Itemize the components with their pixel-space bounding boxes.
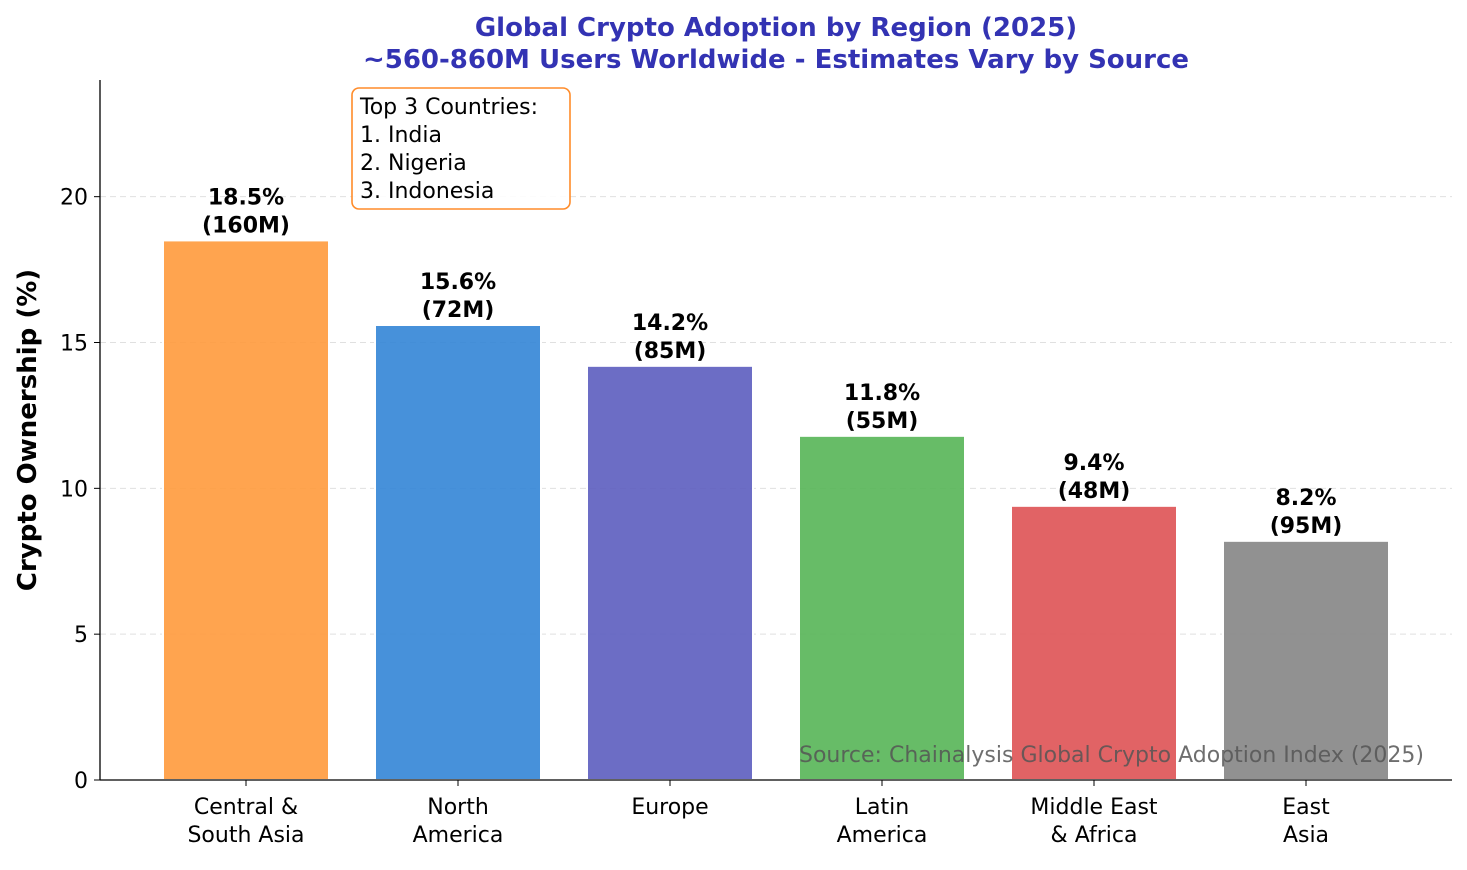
box-item: 2. Nigeria xyxy=(360,151,467,176)
x-ticks: Central & South Asia North America Europe Lat… xyxy=(187,780,1330,848)
x-tick-label: Europe xyxy=(631,795,708,820)
source-note: Source: Chainalysis Global Crypto Adopti… xyxy=(799,743,1424,768)
data-label: (160M) xyxy=(202,213,290,238)
chart-subtitle: ~560-860M Users Worldwide - Estimates Va… xyxy=(363,45,1189,75)
box-item: 3. Indonesia xyxy=(360,179,494,204)
x-tick-label: America xyxy=(837,823,928,848)
x-tick-label: Central & xyxy=(194,795,298,820)
x-tick-label: America xyxy=(413,823,504,848)
data-label: (85M) xyxy=(634,339,707,364)
data-label: (48M) xyxy=(1058,479,1131,504)
x-tick-label: Middle East xyxy=(1030,795,1158,820)
data-label: 18.5% xyxy=(208,185,284,210)
y-tick-label: 0 xyxy=(74,769,88,794)
x-tick-label: Asia xyxy=(1283,823,1329,848)
y-ticks: 0 5 10 15 20 xyxy=(60,186,100,794)
top-countries-box: Top 3 Countries: 1. India 2. Nigeria 3. … xyxy=(351,87,571,210)
bar xyxy=(1010,504,1178,781)
bar xyxy=(162,239,330,781)
y-tick-label: 15 xyxy=(60,332,88,357)
chart-title: Global Crypto Adoption by Region (2025) xyxy=(475,13,1077,43)
data-label: 9.4% xyxy=(1063,451,1124,476)
x-tick-label: South Asia xyxy=(187,823,304,848)
y-tick-label: 5 xyxy=(74,623,88,648)
x-tick-label: Latin xyxy=(855,795,909,820)
x-tick-label: East xyxy=(1282,795,1330,820)
y-tick-label: 20 xyxy=(60,186,88,211)
y-tick-label: 10 xyxy=(60,477,88,502)
data-label: 11.8% xyxy=(844,381,920,406)
bar xyxy=(586,364,754,781)
data-label: 8.2% xyxy=(1275,486,1336,511)
y-axis-label: Crypto Ownership (%) xyxy=(13,269,43,591)
data-label: (55M) xyxy=(846,409,919,434)
box-item: 1. India xyxy=(360,123,442,148)
bar xyxy=(374,324,542,781)
box-title: Top 3 Countries: xyxy=(359,95,538,120)
bars xyxy=(162,239,1390,781)
data-label: (72M) xyxy=(422,298,495,323)
data-label: 15.6% xyxy=(420,270,496,295)
data-label: 14.2% xyxy=(632,311,708,336)
data-label: (95M) xyxy=(1270,514,1343,539)
x-tick-label: & Africa xyxy=(1051,823,1138,848)
x-tick-label: North xyxy=(427,795,489,820)
data-labels: 18.5% (160M) 15.6% (72M) 14.2% (85M) 11.8% (55M… xyxy=(202,185,1342,538)
bar xyxy=(798,434,966,781)
bar xyxy=(1222,539,1390,781)
